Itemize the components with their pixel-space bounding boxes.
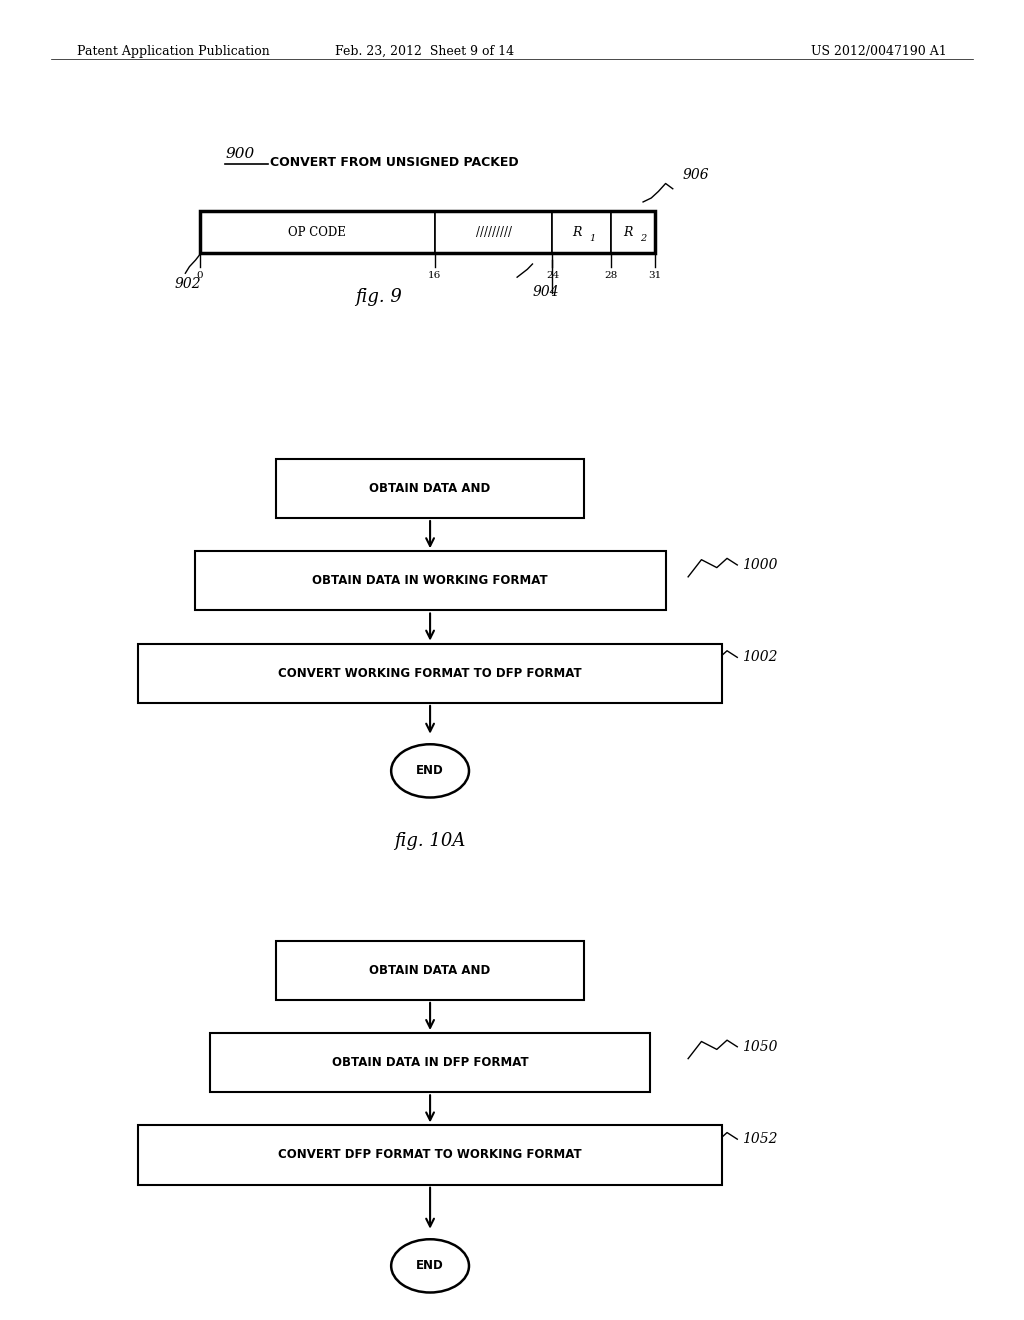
Text: 2: 2 <box>640 235 647 243</box>
Text: Feb. 23, 2012  Sheet 9 of 14: Feb. 23, 2012 Sheet 9 of 14 <box>336 45 514 58</box>
Text: 28: 28 <box>604 271 617 280</box>
Text: 1052: 1052 <box>742 1133 778 1146</box>
Bar <box>200 211 435 253</box>
Text: OBTAIN DATA IN WORKING FORMAT: OBTAIN DATA IN WORKING FORMAT <box>312 574 548 587</box>
Text: 0: 0 <box>197 271 203 280</box>
Text: CONVERT FROM UNSIGNED PACKED: CONVERT FROM UNSIGNED PACKED <box>270 156 518 169</box>
Text: CONVERT WORKING FORMAT TO DFP FORMAT: CONVERT WORKING FORMAT TO DFP FORMAT <box>279 667 582 680</box>
Bar <box>435 211 553 253</box>
Text: 1: 1 <box>589 235 595 243</box>
Bar <box>138 644 722 704</box>
Text: 902: 902 <box>174 277 201 292</box>
Text: 1002: 1002 <box>742 651 778 664</box>
Text: 31: 31 <box>649 271 662 280</box>
Bar <box>210 1032 650 1093</box>
Bar <box>138 1125 722 1185</box>
Text: R: R <box>572 226 582 239</box>
Bar <box>200 211 655 253</box>
Text: 900: 900 <box>225 147 255 161</box>
Text: END: END <box>416 764 444 777</box>
Text: 1000: 1000 <box>742 558 778 572</box>
Bar <box>276 458 584 517</box>
Text: /////////: ///////// <box>476 226 512 239</box>
Text: 904: 904 <box>532 285 559 300</box>
Bar <box>611 211 655 253</box>
Text: 16: 16 <box>428 271 441 280</box>
Text: END: END <box>416 1259 444 1272</box>
Text: Patent Application Publication: Patent Application Publication <box>77 45 269 58</box>
Bar <box>276 940 584 1001</box>
Bar <box>553 211 611 253</box>
Text: OBTAIN DATA AND: OBTAIN DATA AND <box>370 964 490 977</box>
Ellipse shape <box>391 744 469 797</box>
Text: fig. 10A: fig. 10A <box>394 832 466 850</box>
Text: OP CODE: OP CODE <box>289 226 346 239</box>
Text: 1050: 1050 <box>742 1040 778 1053</box>
Text: US 2012/0047190 A1: US 2012/0047190 A1 <box>811 45 947 58</box>
Text: 24: 24 <box>546 271 559 280</box>
Ellipse shape <box>391 1239 469 1292</box>
Text: R: R <box>624 226 633 239</box>
Text: OBTAIN DATA IN DFP FORMAT: OBTAIN DATA IN DFP FORMAT <box>332 1056 528 1069</box>
Text: 906: 906 <box>683 168 710 182</box>
Text: fig. 9: fig. 9 <box>355 288 402 306</box>
Text: CONVERT DFP FORMAT TO WORKING FORMAT: CONVERT DFP FORMAT TO WORKING FORMAT <box>279 1148 582 1162</box>
Bar <box>195 550 666 610</box>
Text: OBTAIN DATA AND: OBTAIN DATA AND <box>370 482 490 495</box>
